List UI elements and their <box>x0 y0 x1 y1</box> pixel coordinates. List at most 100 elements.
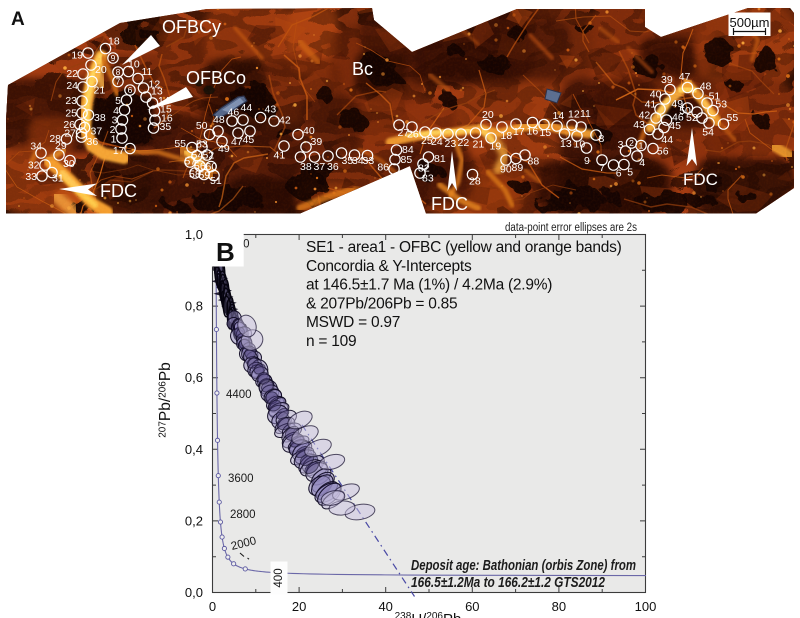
svg-text:2: 2 <box>629 138 634 148</box>
svg-text:52: 52 <box>686 112 698 124</box>
svg-text:0,6: 0,6 <box>185 370 203 385</box>
svg-text:4400: 4400 <box>226 389 252 401</box>
svg-text:42: 42 <box>639 110 651 122</box>
svg-text:2: 2 <box>110 124 116 136</box>
svg-text:0,4: 0,4 <box>185 442 203 457</box>
svg-text:Bc: Bc <box>352 59 373 79</box>
svg-text:12: 12 <box>149 79 161 91</box>
svg-text:8: 8 <box>116 67 121 77</box>
svg-text:10: 10 <box>128 59 140 71</box>
svg-text:51: 51 <box>709 90 721 102</box>
svg-text:FDC: FDC <box>431 194 468 214</box>
svg-text:45: 45 <box>669 120 681 132</box>
svg-text:35: 35 <box>342 155 354 167</box>
svg-text:49: 49 <box>671 98 683 110</box>
svg-text:17: 17 <box>113 145 125 157</box>
svg-text:45: 45 <box>243 134 255 146</box>
svg-text:8: 8 <box>599 133 605 145</box>
svg-text:40: 40 <box>378 599 392 614</box>
svg-text:20: 20 <box>95 64 107 76</box>
svg-text:60: 60 <box>465 599 479 614</box>
svg-text:57: 57 <box>185 156 197 168</box>
svg-text:86: 86 <box>377 162 389 174</box>
svg-text:23: 23 <box>65 95 77 107</box>
svg-text:14: 14 <box>553 110 565 122</box>
svg-text:15: 15 <box>160 104 172 116</box>
svg-text:35: 35 <box>160 121 172 133</box>
svg-text:11: 11 <box>580 108 591 120</box>
svg-text:48: 48 <box>213 114 225 126</box>
svg-text:13: 13 <box>151 86 163 98</box>
svg-text:50: 50 <box>679 105 691 117</box>
svg-text:21: 21 <box>473 139 485 151</box>
svg-text:58: 58 <box>189 169 201 181</box>
svg-text:25: 25 <box>65 108 77 120</box>
svg-text:41: 41 <box>645 98 657 110</box>
svg-text:0,0: 0,0 <box>185 585 203 600</box>
svg-text:13: 13 <box>560 138 572 150</box>
svg-text:18: 18 <box>501 130 513 142</box>
svg-text:51: 51 <box>210 175 222 187</box>
svg-text:3600: 3600 <box>228 473 254 485</box>
svg-text:17: 17 <box>513 126 525 138</box>
svg-text:39: 39 <box>661 74 673 86</box>
svg-text:38: 38 <box>94 112 106 124</box>
svg-text:500µm: 500µm <box>729 15 769 30</box>
svg-text:56: 56 <box>194 161 206 173</box>
svg-text:1: 1 <box>639 141 644 151</box>
svg-text:46: 46 <box>228 107 240 119</box>
svg-text:34: 34 <box>30 141 42 153</box>
svg-text:60: 60 <box>206 161 218 173</box>
svg-text:54: 54 <box>702 127 714 139</box>
svg-text:19: 19 <box>71 50 83 62</box>
svg-text:7: 7 <box>599 162 605 174</box>
svg-text:19: 19 <box>490 141 502 153</box>
svg-text:59: 59 <box>199 170 211 182</box>
svg-text:9: 9 <box>111 53 116 63</box>
svg-text:6: 6 <box>128 85 133 95</box>
svg-text:11: 11 <box>142 66 153 78</box>
svg-text:Deposit age: Bathonian (orbis: Deposit age: Bathonian (orbis Zone) from <box>411 558 636 574</box>
svg-text:52: 52 <box>203 150 215 162</box>
svg-text:OFBCo: OFBCo <box>186 68 246 88</box>
svg-text:Concordia & Y-Intercepts: Concordia & Y-Intercepts <box>306 258 472 275</box>
svg-text:data-point error ellipses are: data-point error ellipses are 2s <box>505 222 637 234</box>
svg-text:0,2: 0,2 <box>185 513 203 528</box>
svg-text:5: 5 <box>627 167 633 179</box>
svg-text:20: 20 <box>292 599 306 614</box>
svg-text:0,8: 0,8 <box>185 299 203 314</box>
svg-text:26: 26 <box>407 129 419 141</box>
svg-text:0: 0 <box>209 599 216 614</box>
svg-text:238U/206Pb: 238U/206Pb <box>395 611 462 618</box>
svg-text:n = 109: n = 109 <box>306 333 356 350</box>
svg-text:27: 27 <box>64 128 76 140</box>
svg-text:B: B <box>216 237 235 267</box>
svg-text:at 146.5±1.7 Ma (1%) / 4.2Ma (: at 146.5±1.7 Ma (1%) / 4.2Ma (2.9%) <box>306 277 552 294</box>
svg-text:90: 90 <box>500 164 512 176</box>
svg-text:40: 40 <box>650 89 662 101</box>
svg-text:48: 48 <box>700 81 712 93</box>
svg-text:53: 53 <box>715 98 727 110</box>
svg-text:16: 16 <box>527 126 539 138</box>
svg-text:4: 4 <box>113 105 119 117</box>
svg-text:38: 38 <box>300 161 312 173</box>
svg-text:88: 88 <box>528 156 540 168</box>
svg-text:23: 23 <box>445 138 457 150</box>
svg-text:6: 6 <box>616 167 622 179</box>
svg-text:80: 80 <box>552 599 566 614</box>
svg-text:85: 85 <box>401 154 413 166</box>
svg-text:37: 37 <box>314 161 326 173</box>
svg-text:46: 46 <box>672 111 684 123</box>
svg-text:1,0: 1,0 <box>185 227 203 242</box>
svg-text:43: 43 <box>633 119 645 131</box>
svg-text:50: 50 <box>196 120 208 132</box>
svg-text:10: 10 <box>574 139 586 151</box>
svg-text:28: 28 <box>469 176 481 188</box>
svg-text:A: A <box>11 9 25 30</box>
svg-text:36: 36 <box>87 136 99 148</box>
svg-text:29: 29 <box>55 140 67 152</box>
svg-text:89: 89 <box>512 162 524 174</box>
svg-text:15: 15 <box>540 127 552 139</box>
svg-text:20: 20 <box>482 109 494 121</box>
svg-text:49: 49 <box>218 143 230 155</box>
